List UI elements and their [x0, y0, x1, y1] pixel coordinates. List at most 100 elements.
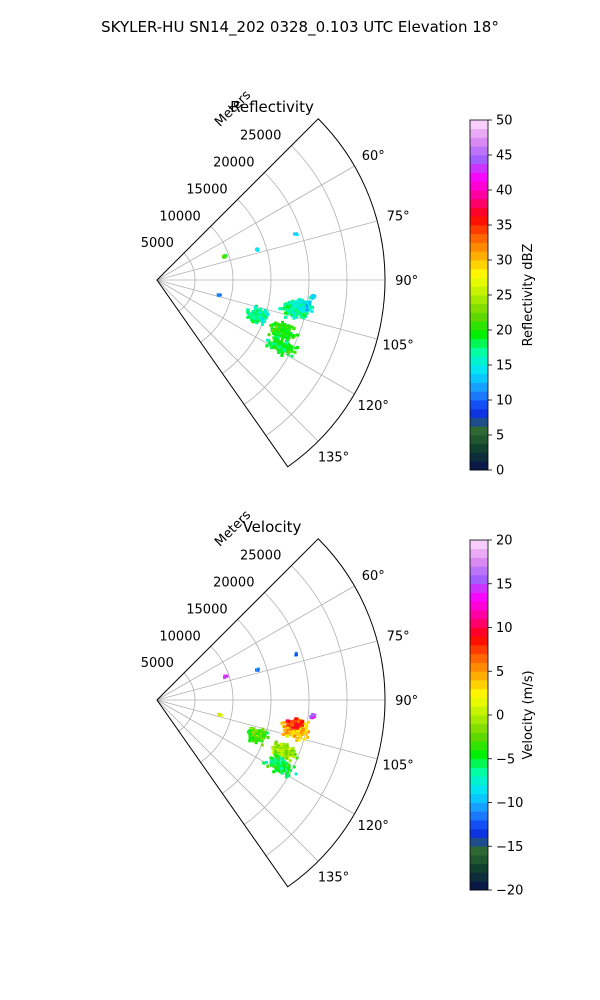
- echo-gate: [261, 317, 265, 321]
- echo-gate: [251, 310, 255, 314]
- echo-gate: [283, 303, 287, 307]
- colorbar-segment: [470, 548, 488, 558]
- echo-gate: [291, 309, 295, 313]
- echo-gate: [299, 724, 303, 728]
- echo-gate: [279, 743, 283, 747]
- echo-gate: [279, 751, 283, 755]
- echo-gate: [225, 674, 229, 678]
- echo-gate: [274, 324, 278, 328]
- echo-gate: [280, 349, 284, 353]
- echo-gate: [303, 314, 307, 318]
- echo-gate: [274, 750, 278, 754]
- colorbar-segment: [470, 723, 488, 733]
- colorbar-segment: [470, 172, 488, 182]
- echo-gate: [224, 254, 228, 258]
- echo-gate: [293, 725, 297, 729]
- echo-gate: [295, 756, 299, 760]
- echo-gate: [273, 342, 277, 346]
- echo-gate: [298, 722, 302, 726]
- colorbar-segment: [470, 601, 488, 611]
- colorbar-segment: [470, 828, 488, 838]
- echo-gate: [311, 714, 315, 718]
- echo-gate: [295, 738, 299, 742]
- colorbar-segment: [470, 347, 488, 357]
- echo-gate: [253, 315, 257, 319]
- echo-gate: [285, 749, 289, 753]
- echo-gate: [265, 731, 269, 735]
- echo-gate: [271, 751, 275, 755]
- colorbar-segment: [470, 207, 488, 217]
- echo-gate: [265, 344, 269, 348]
- echo-gate: [286, 756, 290, 760]
- echo-gate: [282, 728, 286, 732]
- echo-gate: [270, 761, 274, 765]
- echo-gate: [269, 756, 273, 760]
- echo-gate: [216, 293, 220, 297]
- colorbar-segment: [470, 811, 488, 821]
- echo-gate: [310, 294, 314, 298]
- echo-gate: [250, 318, 254, 322]
- colorbar-tick-label: 15: [496, 577, 513, 592]
- echo-gate: [281, 761, 285, 765]
- echo-gate: [287, 350, 291, 354]
- echo-gate: [296, 346, 300, 350]
- echo-gate: [291, 729, 295, 733]
- echo-gate: [274, 332, 278, 336]
- echo-gate: [293, 752, 297, 756]
- colorbar-tick-label: 20: [496, 324, 513, 339]
- echo-gate: [273, 763, 277, 767]
- echo-gate: [290, 314, 294, 318]
- echo-gate: [293, 304, 297, 308]
- echo-gate: [302, 308, 306, 312]
- echo-gate: [283, 754, 287, 758]
- echo-gate: [259, 313, 263, 317]
- echo-gate: [274, 740, 278, 744]
- echo-gate: [279, 765, 283, 769]
- echo-gate: [280, 767, 284, 771]
- echo-gate: [246, 308, 250, 312]
- echo-gate: [255, 247, 259, 251]
- echo-gate: [274, 763, 278, 767]
- azimuth-gridline: [156, 165, 355, 281]
- echo-gate: [284, 775, 288, 779]
- azimuth-gridline: [156, 640, 378, 701]
- echo-gate: [288, 344, 292, 348]
- echo-gate: [290, 325, 294, 329]
- echo-gate: [284, 731, 288, 735]
- echo-gate: [270, 756, 274, 760]
- echo-gate: [287, 302, 291, 306]
- colorbar-segment: [470, 881, 488, 891]
- echo-gate: [280, 329, 284, 333]
- echo-gate: [281, 325, 285, 329]
- echo-gate: [249, 313, 253, 317]
- echo-gate: [278, 345, 282, 349]
- echo-gate: [277, 765, 281, 769]
- echo-gate: [276, 325, 280, 329]
- colorbar-segment: [470, 540, 488, 550]
- echo-gate: [253, 739, 257, 743]
- grid: [156, 565, 385, 862]
- colorbar-segment: [470, 610, 488, 620]
- echo-gate: [248, 736, 252, 740]
- echo-gate: [289, 346, 293, 350]
- echo-gate: [291, 755, 295, 759]
- colorbar-segment: [470, 636, 488, 646]
- echo-gate: [292, 306, 296, 310]
- range-tick-label: 10000: [159, 209, 200, 224]
- echo-gate: [290, 747, 294, 751]
- echo-gate: [272, 332, 276, 336]
- colorbar-tick-label: 5: [496, 665, 504, 680]
- echo-gate: [310, 309, 314, 313]
- colorbar-tick-label: −5: [496, 752, 515, 767]
- echo-gate: [288, 723, 292, 727]
- echo-gate: [296, 333, 300, 337]
- echo-gate: [276, 322, 280, 326]
- echo-gate: [278, 330, 282, 334]
- echo-gate: [295, 315, 299, 319]
- echo-gate: [280, 351, 284, 355]
- colorbar-tick-label: −10: [496, 796, 523, 811]
- echo-gate: [284, 305, 288, 309]
- echo-gate: [281, 342, 285, 346]
- echo-gate: [286, 766, 290, 770]
- echo-gate: [273, 747, 277, 751]
